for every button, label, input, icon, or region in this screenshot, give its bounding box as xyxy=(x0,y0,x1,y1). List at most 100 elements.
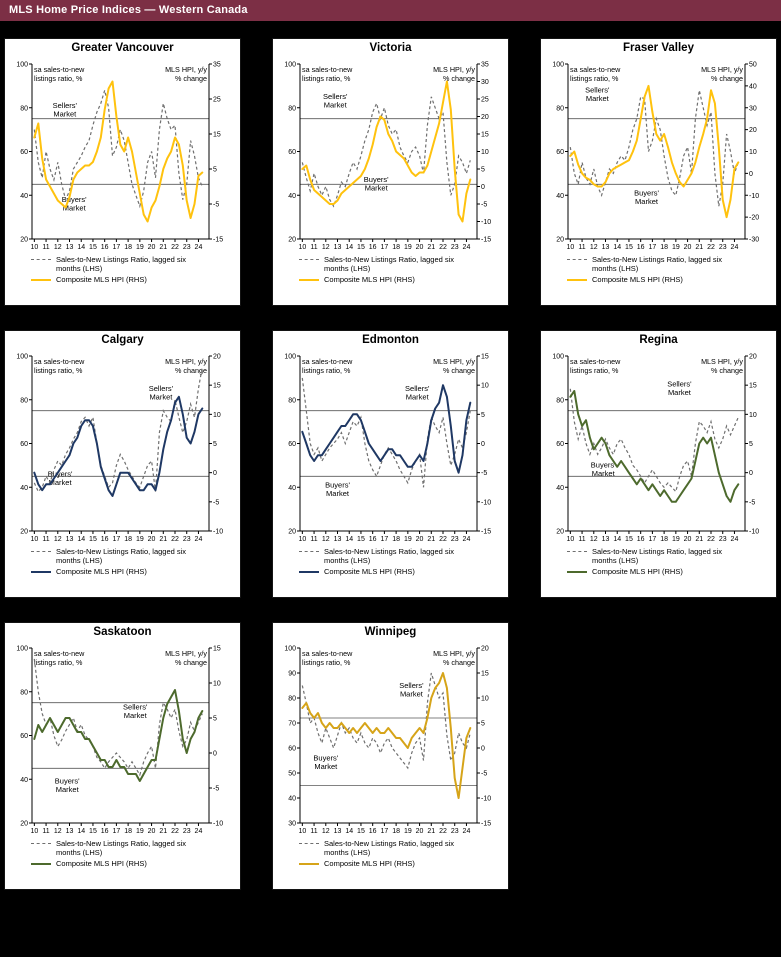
market-annotation: Buyers' xyxy=(55,777,80,786)
x-tick-label: 15 xyxy=(89,828,97,835)
chart-panel-winnipeg: Winnipeg 30 40 50 60 70 80 90 100 -15 -10 -5 0 5 10 15… xyxy=(272,622,509,890)
x-tick-label: 23 xyxy=(451,828,459,835)
chart-panel-greater-vancouver: Greater Vancouver 20 40 60 80 100 -15 -5 5 15 25 3… xyxy=(4,38,241,306)
x-tick-label: 17 xyxy=(112,828,120,835)
right-tick-label: 0 xyxy=(213,470,217,477)
right-axis-title: % change xyxy=(175,74,207,83)
left-tick-label: 70 xyxy=(288,721,296,728)
right-tick-label: 0 xyxy=(213,751,217,758)
x-tick-label: 17 xyxy=(648,536,656,543)
x-tick-label: 23 xyxy=(183,828,191,835)
hpi-line xyxy=(301,80,472,223)
left-tick-label: 20 xyxy=(556,529,564,536)
legend-item-snlr: Sales-to-New Listings Ratio, lagged six … xyxy=(299,839,468,857)
x-tick-label: 18 xyxy=(124,536,132,543)
left-tick-label: 40 xyxy=(556,485,564,492)
x-tick-label: 10 xyxy=(30,536,38,543)
x-tick-label: 21 xyxy=(427,536,435,543)
right-tick-label: 20 xyxy=(749,354,757,361)
right-tick-label: 20 xyxy=(481,114,489,121)
right-axis-title: MLS HPI, y/y xyxy=(433,65,475,74)
hpi-line xyxy=(301,672,472,799)
x-tick-label: 16 xyxy=(369,536,377,543)
left-tick-label: 80 xyxy=(556,105,564,112)
chart-plot: 30 40 50 60 70 80 90 100 -15 -10 -5 0 5 10 15 20 10 11 12 1… xyxy=(284,646,491,836)
x-tick-label: 22 xyxy=(439,536,447,543)
chart-legend: Sales-to-New Listings Ratio, lagged six … xyxy=(5,544,240,576)
legend-label-hpi: Composite MLS HPI (RHS) xyxy=(592,567,683,576)
right-tick-label: 0 xyxy=(749,171,753,178)
x-tick-label: 23 xyxy=(451,244,459,251)
market-annotation: Market xyxy=(592,469,616,478)
right-tick-label: -10 xyxy=(213,529,223,536)
dashed-line-swatch xyxy=(299,843,319,844)
x-tick-label: 12 xyxy=(322,244,330,251)
x-tick-label: 14 xyxy=(345,828,353,835)
legend-item-hpi: Composite MLS HPI (RHS) xyxy=(31,275,200,284)
x-tick-label: 12 xyxy=(322,828,330,835)
right-tick-label: 30 xyxy=(481,79,489,86)
right-tick-label: 35 xyxy=(213,62,221,69)
left-axis-title: listings ratio, % xyxy=(34,74,83,83)
legend-item-snlr: Sales-to-New Listings Ratio, lagged six … xyxy=(31,547,200,565)
left-axis-title: listings ratio, % xyxy=(302,366,351,375)
dashed-line-swatch xyxy=(31,843,51,844)
right-tick-label: -5 xyxy=(481,202,487,209)
x-tick-label: 14 xyxy=(77,244,85,251)
x-tick-label: 14 xyxy=(345,536,353,543)
x-tick-label: 23 xyxy=(183,536,191,543)
left-tick-label: 40 xyxy=(20,485,28,492)
chart-panel-fraser-valley: Fraser Valley 20 40 60 80 100 -30 -20 -10 0 10 20 3… xyxy=(540,38,777,306)
right-tick-label: 20 xyxy=(481,646,489,653)
left-tick-label: 80 xyxy=(20,397,28,404)
x-tick-label: 24 xyxy=(195,536,203,543)
right-tick-label: -5 xyxy=(213,202,219,209)
x-tick-label: 13 xyxy=(602,536,610,543)
left-axis-title: sa sales-to-new xyxy=(570,357,621,366)
x-tick-label: 14 xyxy=(77,828,85,835)
x-tick-label: 10 xyxy=(30,828,38,835)
x-tick-label: 14 xyxy=(613,244,621,251)
chart-title: Edmonton xyxy=(362,334,419,346)
market-annotation: Market xyxy=(635,197,659,206)
legend-item-snlr: Sales-to-New Listings Ratio, lagged six … xyxy=(31,839,200,857)
x-tick-label: 17 xyxy=(380,244,388,251)
legend-item-hpi: Composite MLS HPI (RHS) xyxy=(299,567,468,576)
x-tick-label: 21 xyxy=(159,536,167,543)
left-tick-label: 60 xyxy=(20,441,28,448)
x-tick-label: 22 xyxy=(707,244,715,251)
right-tick-label: 15 xyxy=(481,132,489,139)
right-tick-label: 5 xyxy=(481,721,485,728)
x-tick-label: 24 xyxy=(463,828,471,835)
right-tick-label: -10 xyxy=(481,499,491,506)
x-tick-label: 22 xyxy=(171,244,179,251)
market-annotation: Market xyxy=(314,762,338,771)
market-annotation: Market xyxy=(63,203,87,212)
legend-label-snlr: Sales-to-New Listings Ratio, lagged six … xyxy=(56,255,187,273)
hpi-line xyxy=(33,689,204,782)
x-tick-label: 22 xyxy=(171,828,179,835)
market-annotation: Sellers' xyxy=(399,681,424,690)
chart-panel-regina: Regina 20 40 60 80 100 -10 -5 0 5 10 15 20 10 11 12 13 1… xyxy=(540,330,777,598)
x-tick-label: 10 xyxy=(30,244,38,251)
left-tick-label: 40 xyxy=(288,193,296,200)
x-tick-label: 21 xyxy=(427,828,435,835)
x-tick-label: 20 xyxy=(684,244,692,251)
snlr-line xyxy=(33,658,203,777)
right-tick-label: 50 xyxy=(749,62,757,69)
x-tick-label: 19 xyxy=(404,536,412,543)
right-axis-title: MLS HPI, y/y xyxy=(433,357,475,366)
x-tick-label: 16 xyxy=(369,244,377,251)
market-annotation: Market xyxy=(586,94,610,103)
legend-item-hpi: Composite MLS HPI (RHS) xyxy=(567,567,736,576)
x-tick-label: 17 xyxy=(380,536,388,543)
right-tick-label: 15 xyxy=(213,132,221,139)
legend-item-snlr: Sales-to-New Listings Ratio, lagged six … xyxy=(567,547,736,565)
left-axis-title: listings ratio, % xyxy=(570,74,619,83)
x-tick-label: 11 xyxy=(42,244,49,251)
x-tick-label: 12 xyxy=(54,536,62,543)
left-tick-label: 20 xyxy=(20,821,28,828)
market-annotation: Market xyxy=(324,101,348,110)
